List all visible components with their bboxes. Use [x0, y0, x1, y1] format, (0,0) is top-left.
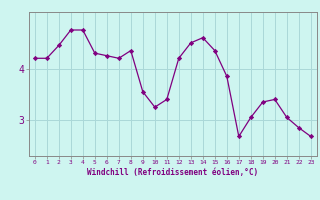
- X-axis label: Windchill (Refroidissement éolien,°C): Windchill (Refroidissement éolien,°C): [87, 168, 258, 177]
